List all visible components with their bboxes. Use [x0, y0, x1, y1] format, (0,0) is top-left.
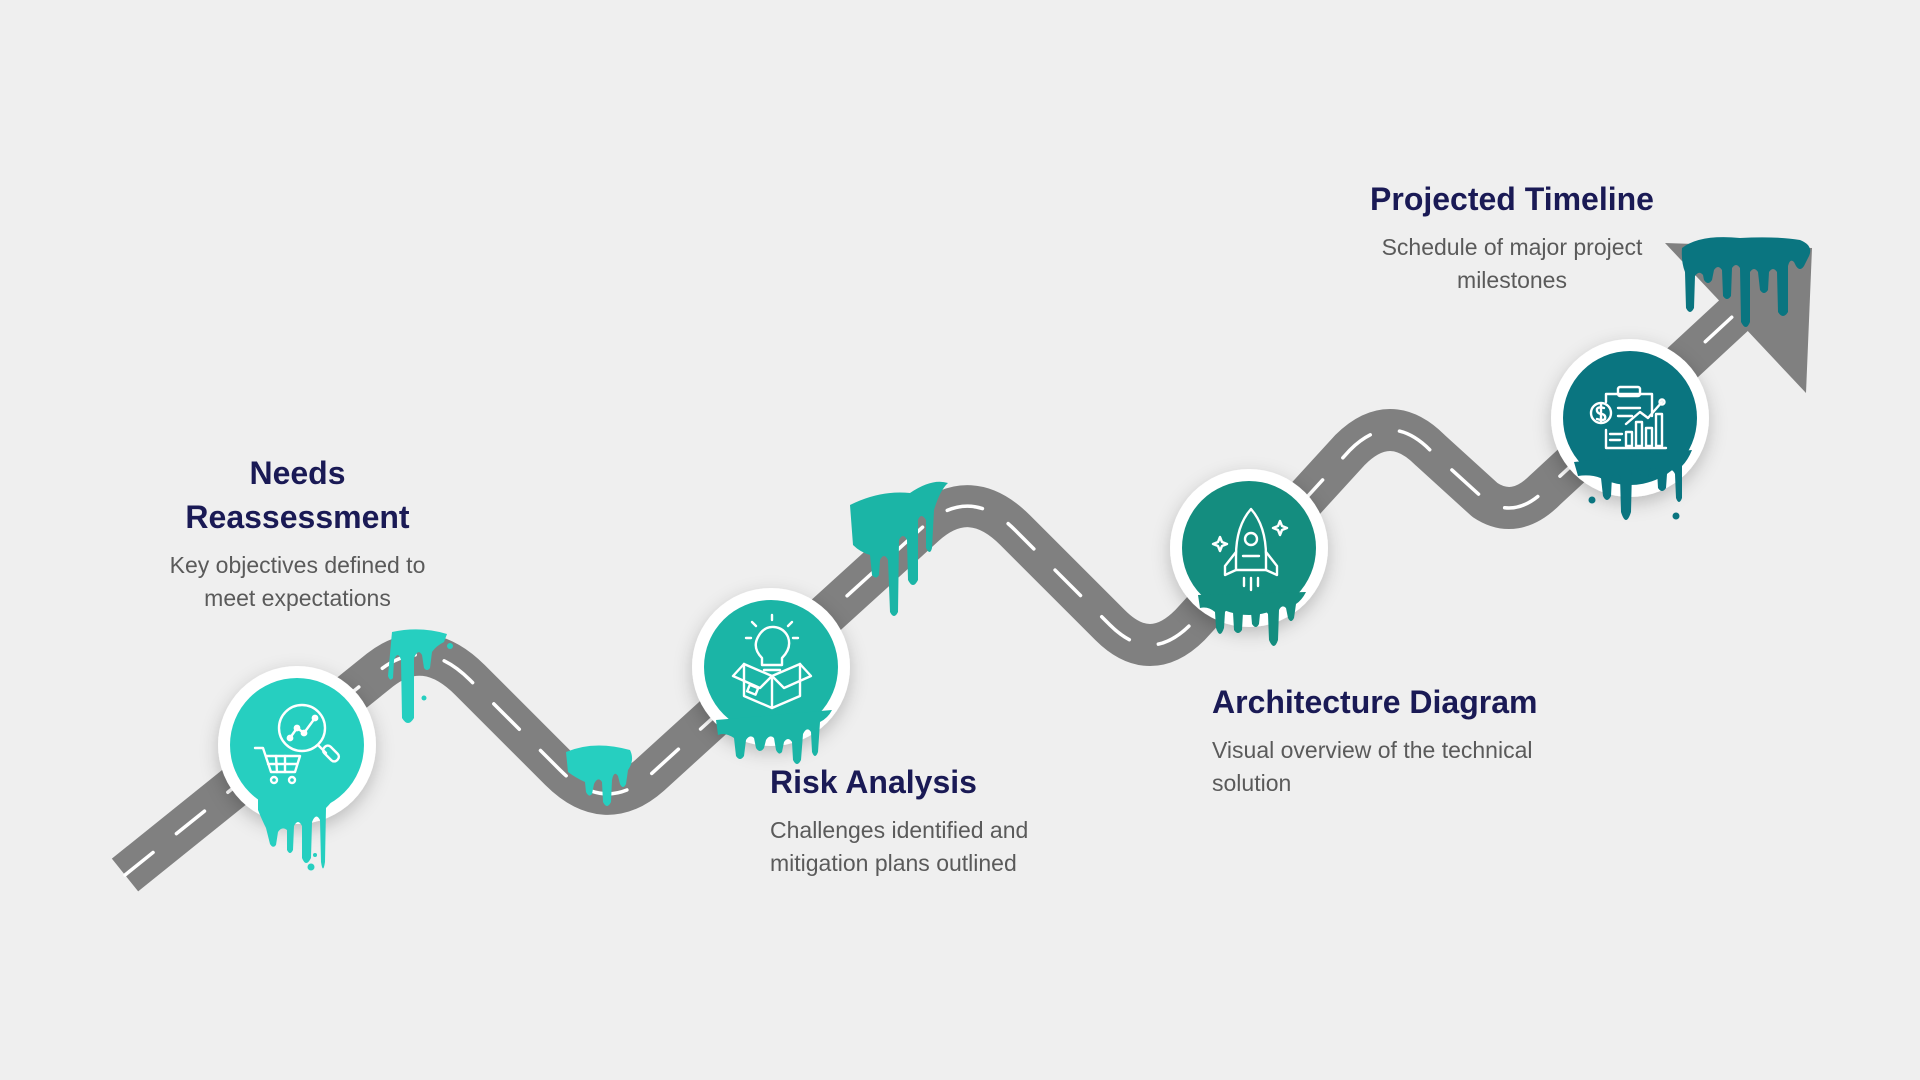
road-arrowhead: [1665, 243, 1812, 393]
step-4-description: Schedule of major project milestones: [1381, 234, 1643, 293]
step-4-title: Projected Timeline: [1370, 181, 1654, 217]
step-marker-3: [1170, 469, 1328, 646]
rocket-icon: [1211, 507, 1289, 592]
step-2-label: Risk Analysis Challenges identified and …: [770, 760, 1090, 880]
step-1-label: Needs Reassessment Key objectives define…: [150, 451, 445, 615]
road: [111, 243, 1812, 892]
step-2-description: Challenges identified and mitigation pla…: [770, 817, 1029, 876]
step-marker-2: [692, 588, 850, 764]
step-3-title: Architecture Diagram: [1212, 684, 1538, 720]
step-1-description: Key objectives defined to meet expectati…: [169, 552, 426, 611]
step-1-title: Needs Reassessment: [185, 455, 410, 535]
box-lightbulb-icon: [731, 613, 813, 710]
shopping-cart-analytics-icon: [253, 703, 341, 785]
lane-markings: [123, 303, 1747, 877]
paint-drip: [1681, 237, 1811, 327]
step-marker-1: [218, 666, 376, 871]
step-3-label: Architecture Diagram Visual overview of …: [1212, 680, 1592, 800]
step-2-title: Risk Analysis: [770, 764, 977, 800]
step-4-label: Projected Timeline Schedule of major pro…: [1352, 177, 1672, 297]
paint-drip: [566, 745, 633, 806]
paint-drip: [850, 481, 948, 616]
paint-splashes: [388, 237, 1811, 806]
step-3-description: Visual overview of the technical solutio…: [1212, 737, 1533, 796]
step-marker-4: [1551, 339, 1709, 520]
paint-drip: [388, 629, 453, 723]
clipboard-chart-dollar-icon: [1589, 385, 1668, 450]
